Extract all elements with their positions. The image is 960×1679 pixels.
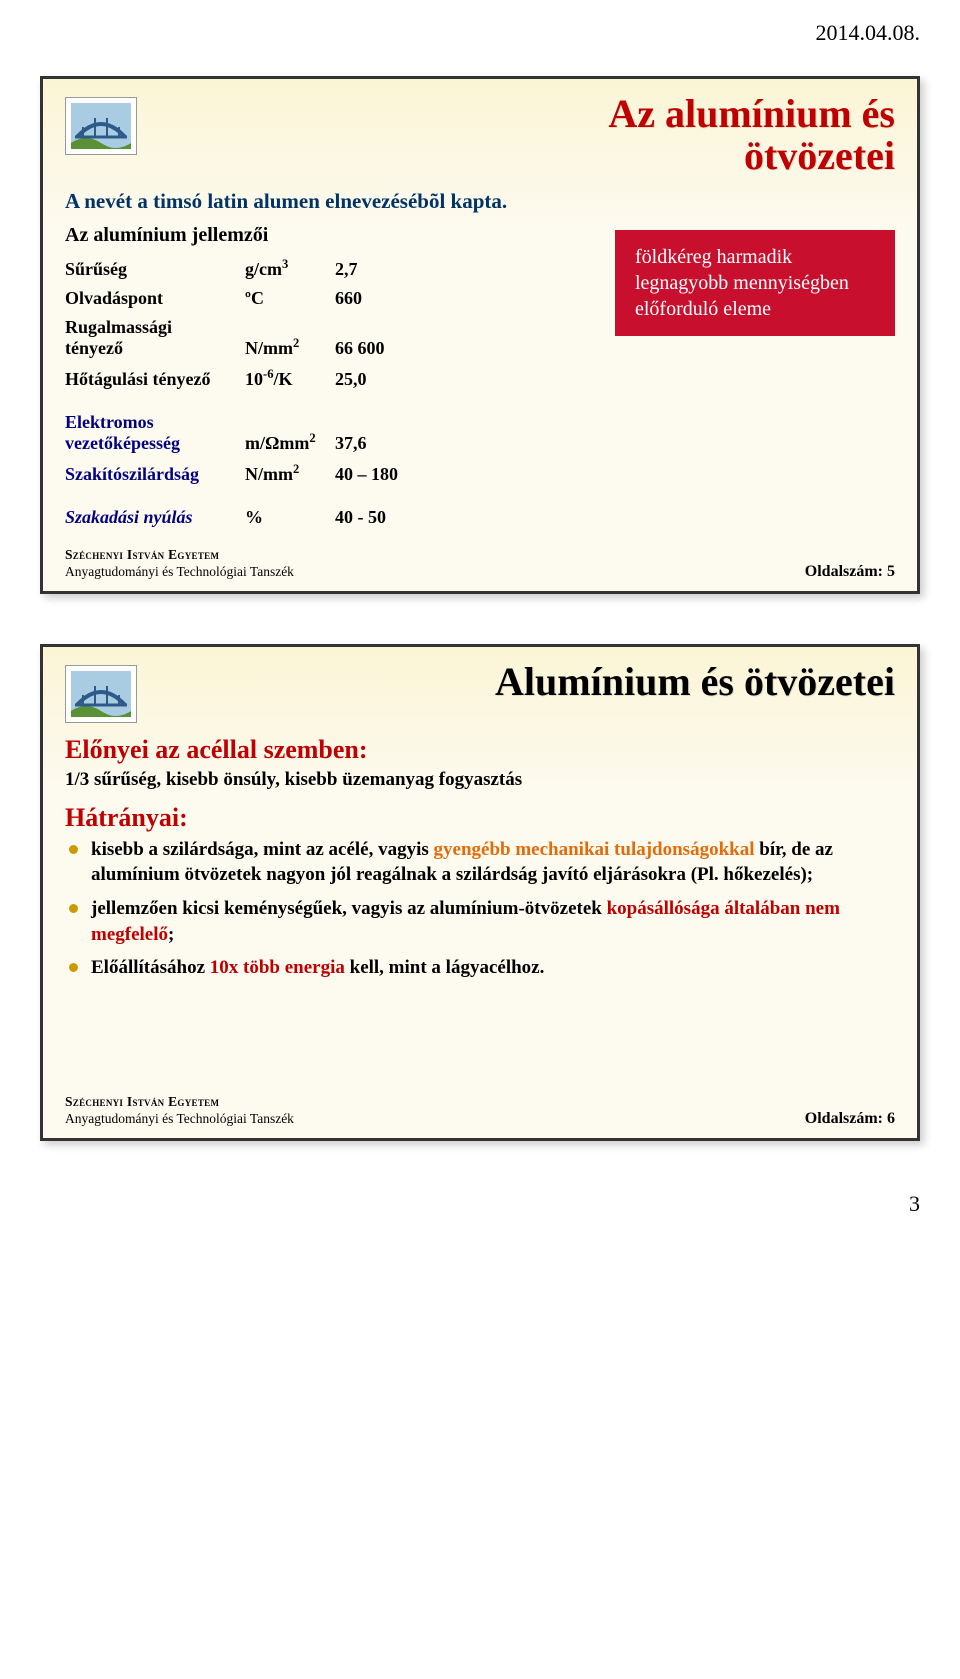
highlight-box: földkéreg harmadiklegnagyobb mennyiségbe… <box>615 230 895 336</box>
table-row: OlvadáspontºC660 <box>65 284 405 313</box>
university-logo <box>65 97 137 155</box>
property-name: Olvadáspont <box>65 284 245 313</box>
slide-footer: Széchenyi István Egyetem Anyagtudományi … <box>65 1093 895 1128</box>
document-date: 2014.04.08. <box>40 20 920 46</box>
slide1-tables: Az alumínium jellemzői Sűrűségg/cm32,7Ol… <box>65 224 597 532</box>
highlight-line: legnagyobb mennyiségben <box>635 270 875 296</box>
text-span: 10x több energia <box>210 957 350 978</box>
slide-1-title: Az alumínium és ötvözetei <box>137 93 895 177</box>
university-name: Széchenyi István Egyetem <box>65 547 219 562</box>
property-name: Szakadási nyúlás <box>65 503 245 532</box>
department-name: Anyagtudományi és Technológiai Tanszék <box>65 564 294 579</box>
list-item: kisebb a szilárdsága, mint az acélé, vag… <box>69 837 895 888</box>
text-span: Előállításához <box>91 957 210 978</box>
slide-header: Az alumínium és ötvözetei <box>65 93 895 177</box>
property-value: 40 - 50 <box>335 503 405 532</box>
logo-wrap <box>65 661 137 723</box>
properties-table-1: Sűrűségg/cm32,7OlvadáspontºC660Rugalmass… <box>65 253 405 394</box>
properties-table-3: Szakadási nyúlás%40 - 50 <box>65 503 405 532</box>
slide-2-body: Előnyei az acéllal szemben: 1/3 sűrűség,… <box>65 735 895 981</box>
table-row: RugalmasságitényezőN/mm266 600 <box>65 313 405 363</box>
table-row: Elektromosvezetőképességm/Ωmm237,6 <box>65 408 408 458</box>
properties-table-2: Elektromosvezetőképességm/Ωmm237,6Szakít… <box>65 408 408 489</box>
university-logo <box>65 665 137 723</box>
footer-university: Széchenyi István Egyetem Anyagtudományi … <box>65 1094 294 1128</box>
text-span: jellemzően kicsi keménységűek, vagyis az… <box>91 898 607 919</box>
logo-wrap <box>65 93 137 155</box>
list-item: Előállításához 10x több energia kell, mi… <box>69 955 895 981</box>
text-span: gyengébb mechanikai tulajdonságokkal <box>434 839 760 860</box>
text-span: kell, mint a lágyacélhoz. <box>350 957 545 978</box>
property-name: Hőtágulási tényező <box>65 363 245 394</box>
slide-2: Alumínium és ötvözetei Előnyei az acélla… <box>40 644 920 1141</box>
property-unit: 10-6/K <box>245 363 335 394</box>
bridge-logo-icon <box>71 671 131 717</box>
table-row: Sűrűségg/cm32,7 <box>65 253 405 284</box>
property-value: 37,6 <box>335 408 408 458</box>
slide-header: Alumínium és ötvözetei <box>65 661 895 723</box>
table-row: SzakítószilárdságN/mm240 – 180 <box>65 458 408 489</box>
footer-university: Széchenyi István Egyetem Anyagtudományi … <box>65 547 294 581</box>
advantages-line: 1/3 sűrűség, kisebb önsúly, kisebb üzema… <box>65 769 895 791</box>
disadvantages-heading: Hátrányai: <box>65 803 895 833</box>
property-value: 660 <box>335 284 405 313</box>
text-span: kisebb a szilárdsága, mint az acélé, vag… <box>91 839 434 860</box>
highlight-line: földkéreg harmadik <box>635 244 875 270</box>
property-unit: ºC <box>245 284 335 313</box>
property-unit: % <box>245 503 335 532</box>
property-value: 2,7 <box>335 253 405 284</box>
property-name: Elektromosvezetőképesség <box>65 408 245 458</box>
text-span: ; <box>168 924 174 945</box>
property-unit: N/mm2 <box>245 313 335 363</box>
property-name: Sűrűség <box>65 253 245 284</box>
property-unit: N/mm2 <box>245 458 335 489</box>
title-line: ötvözetei <box>744 133 895 178</box>
property-value: 25,0 <box>335 363 405 394</box>
list-item: jellemzően kicsi keménységűek, vagyis az… <box>69 896 895 947</box>
property-value: 66 600 <box>335 313 405 363</box>
slide-1: Az alumínium és ötvözetei A nevét a tims… <box>40 76 920 594</box>
table-row: Hőtágulási tényező10-6/K25,0 <box>65 363 405 394</box>
university-name: Széchenyi István Egyetem <box>65 1094 219 1109</box>
property-name: Szakítószilárdság <box>65 458 245 489</box>
bridge-logo-icon <box>71 103 131 149</box>
property-value: 40 – 180 <box>335 458 408 489</box>
property-unit: g/cm3 <box>245 253 335 284</box>
title-line: Az alumínium és <box>608 91 895 136</box>
slide-page-number: Oldalszám: 5 <box>805 563 895 581</box>
properties-subtitle: Az alumínium jellemzői <box>65 224 597 247</box>
property-name: Rugalmasságitényező <box>65 313 245 363</box>
advantages-heading: Előnyei az acéllal szemben: <box>65 735 895 765</box>
slide1-body-row: Az alumínium jellemzői Sűrűségg/cm32,7Ol… <box>65 224 895 532</box>
highlight-line: előforduló eleme <box>635 296 875 322</box>
slide-2-title: Alumínium és ötvözetei <box>137 661 895 703</box>
document-page-number: 3 <box>40 1191 920 1217</box>
property-unit: m/Ωmm2 <box>245 408 335 458</box>
table-row: Szakadási nyúlás%40 - 50 <box>65 503 405 532</box>
disadvantages-list: kisebb a szilárdsága, mint az acélé, vag… <box>65 837 895 981</box>
slide-footer: Széchenyi István Egyetem Anyagtudományi … <box>65 546 895 581</box>
slide-page-number: Oldalszám: 6 <box>805 1110 895 1128</box>
department-name: Anyagtudományi és Technológiai Tanszék <box>65 1111 294 1126</box>
intro-text: A nevét a timsó latin alumen elnevezéséb… <box>65 189 895 214</box>
